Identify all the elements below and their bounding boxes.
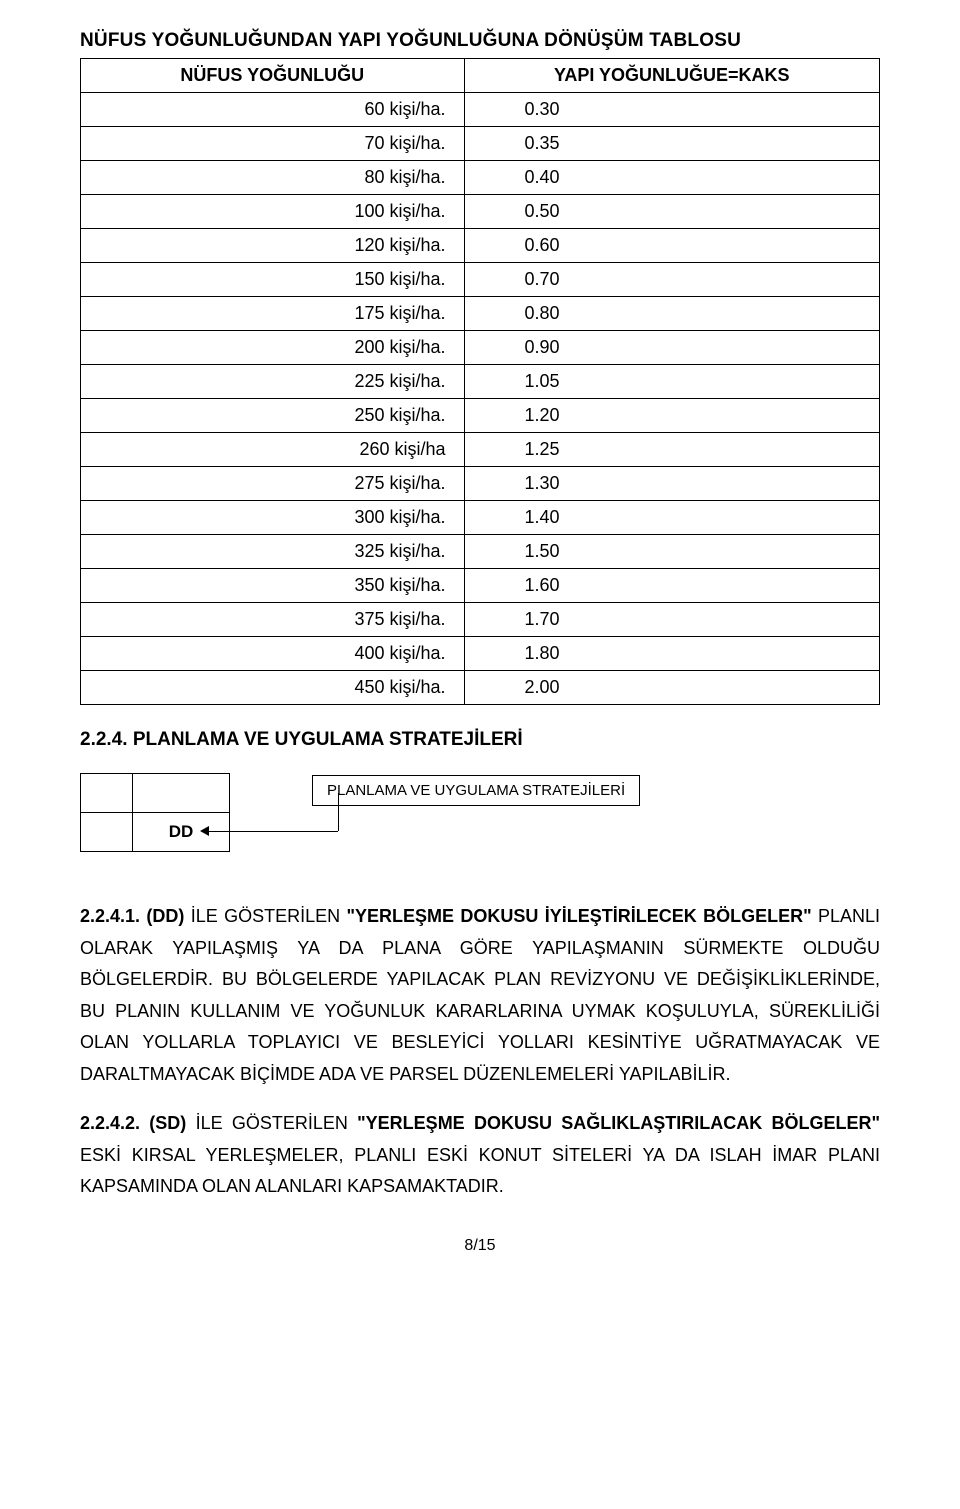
kaks-cell: 2.00 [464, 671, 879, 705]
kaks-cell: 0.30 [464, 93, 879, 127]
kaks-cell: 1.40 [464, 501, 879, 535]
kaks-cell: 0.80 [464, 297, 879, 331]
density-cell: 260 kişi/ha [81, 433, 465, 467]
density-cell: 175 kişi/ha. [81, 297, 465, 331]
density-table: NÜFUS YOĞUNLUĞU YAPI YOĞUNLUĞUE=KAKS 60 … [80, 58, 880, 705]
paragraph-2241: 2.2.4.1. (DD) İLE GÖSTERİLEN "YERLEŞME D… [80, 901, 880, 1090]
kaks-cell: 1.30 [464, 467, 879, 501]
density-cell: 70 kişi/ha. [81, 127, 465, 161]
density-cell: 350 kişi/ha. [81, 569, 465, 603]
kaks-cell: 0.40 [464, 161, 879, 195]
table-row: 450 kişi/ha.2.00 [81, 671, 880, 705]
density-cell: 375 kişi/ha. [81, 603, 465, 637]
page: NÜFUS YOĞUNLUĞUNDAN YAPI YOĞUNLUĞUNA DÖN… [0, 0, 960, 1295]
para-text: ESKİ KIRSAL YERLEŞMELER, PLANLI ESKİ KON… [80, 1145, 880, 1197]
kaks-cell: 0.50 [464, 195, 879, 229]
callout-box: PLANLAMA VE UYGULAMA STRATEJİLERİ [312, 775, 640, 806]
density-cell: 120 kişi/ha. [81, 229, 465, 263]
page-number: 8/15 [80, 1237, 880, 1255]
table-title: NÜFUS YOĞUNLUĞUNDAN YAPI YOĞUNLUĞUNA DÖN… [80, 30, 880, 52]
table-row: 150 kişi/ha.0.70 [81, 263, 880, 297]
strategy-diagram: DD PLANLAMA VE UYGULAMA STRATEJİLERİ [80, 773, 880, 883]
table-row: 325 kişi/ha.1.50 [81, 535, 880, 569]
kaks-cell: 1.60 [464, 569, 879, 603]
kaks-cell: 1.25 [464, 433, 879, 467]
density-cell: 300 kişi/ha. [81, 501, 465, 535]
section-heading: 2.2.4. PLANLAMA VE UYGULAMA STRATEJİLERİ [80, 729, 880, 751]
kaks-cell: 0.70 [464, 263, 879, 297]
arrow-head-icon [200, 826, 209, 836]
table-row: 400 kişi/ha.1.80 [81, 637, 880, 671]
table-row: 275 kişi/ha.1.30 [81, 467, 880, 501]
table-row: 175 kişi/ha.0.80 [81, 297, 880, 331]
empty-cell [81, 813, 133, 852]
density-cell: 60 kişi/ha. [81, 93, 465, 127]
kaks-cell: 0.60 [464, 229, 879, 263]
kaks-cell: 1.20 [464, 399, 879, 433]
para-text: İLE GÖSTERİLEN [186, 1113, 357, 1133]
dd-mini-table: DD [80, 773, 230, 852]
table-row: 350 kişi/ha.1.60 [81, 569, 880, 603]
empty-cell [133, 774, 230, 813]
table-row: 250 kişi/ha.1.20 [81, 399, 880, 433]
arrow-connector-line [208, 831, 338, 832]
table-row: 300 kişi/ha.1.40 [81, 501, 880, 535]
density-cell: 250 kişi/ha. [81, 399, 465, 433]
kaks-cell: 0.90 [464, 331, 879, 365]
kaks-cell: 0.35 [464, 127, 879, 161]
table-row: 70 kişi/ha.0.35 [81, 127, 880, 161]
density-cell: 80 kişi/ha. [81, 161, 465, 195]
table-row: 120 kişi/ha.0.60 [81, 229, 880, 263]
density-cell: 100 kişi/ha. [81, 195, 465, 229]
table-row: 225 kişi/ha.1.05 [81, 365, 880, 399]
table-row: 60 kişi/ha.0.30 [81, 93, 880, 127]
density-cell: 275 kişi/ha. [81, 467, 465, 501]
para-quoted: "YERLEŞME DOKUSU İYİLEŞTİRİLECEK BÖLGELE… [346, 906, 811, 926]
density-cell: 150 kişi/ha. [81, 263, 465, 297]
para-lead: 2.2.4.1. (DD) [80, 906, 184, 926]
table-row: 375 kişi/ha.1.70 [81, 603, 880, 637]
para-text: İLE GÖSTERİLEN [184, 906, 346, 926]
para-lead: 2.2.4.2. (SD) [80, 1113, 186, 1133]
kaks-cell: 1.70 [464, 603, 879, 637]
density-cell: 200 kişi/ha. [81, 331, 465, 365]
header-right: YAPI YOĞUNLUĞUE=KAKS [464, 59, 879, 93]
table-row [81, 774, 230, 813]
density-cell: 450 kişi/ha. [81, 671, 465, 705]
table-header-row: NÜFUS YOĞUNLUĞU YAPI YOĞUNLUĞUE=KAKS [81, 59, 880, 93]
table-row: 100 kişi/ha.0.50 [81, 195, 880, 229]
paragraph-2242: 2.2.4.2. (SD) İLE GÖSTERİLEN "YERLEŞME D… [80, 1108, 880, 1203]
table-row: 260 kişi/ha1.25 [81, 433, 880, 467]
empty-cell [81, 774, 133, 813]
density-cell: 400 kişi/ha. [81, 637, 465, 671]
arrow-connector-vertical [338, 793, 339, 831]
para-quoted: "YERLEŞME DOKUSU SAĞLIKLAŞTIRILACAK BÖLG… [357, 1113, 880, 1133]
kaks-cell: 1.80 [464, 637, 879, 671]
para-text: PLANLI OLARAK YAPILAŞMIŞ YA DA PLANA GÖR… [80, 906, 880, 1084]
table-row: 80 kişi/ha.0.40 [81, 161, 880, 195]
kaks-cell: 1.50 [464, 535, 879, 569]
kaks-cell: 1.05 [464, 365, 879, 399]
dd-cell: DD [133, 813, 230, 852]
density-cell: 325 kişi/ha. [81, 535, 465, 569]
density-cell: 225 kişi/ha. [81, 365, 465, 399]
header-left: NÜFUS YOĞUNLUĞU [81, 59, 465, 93]
table-row: 200 kişi/ha.0.90 [81, 331, 880, 365]
